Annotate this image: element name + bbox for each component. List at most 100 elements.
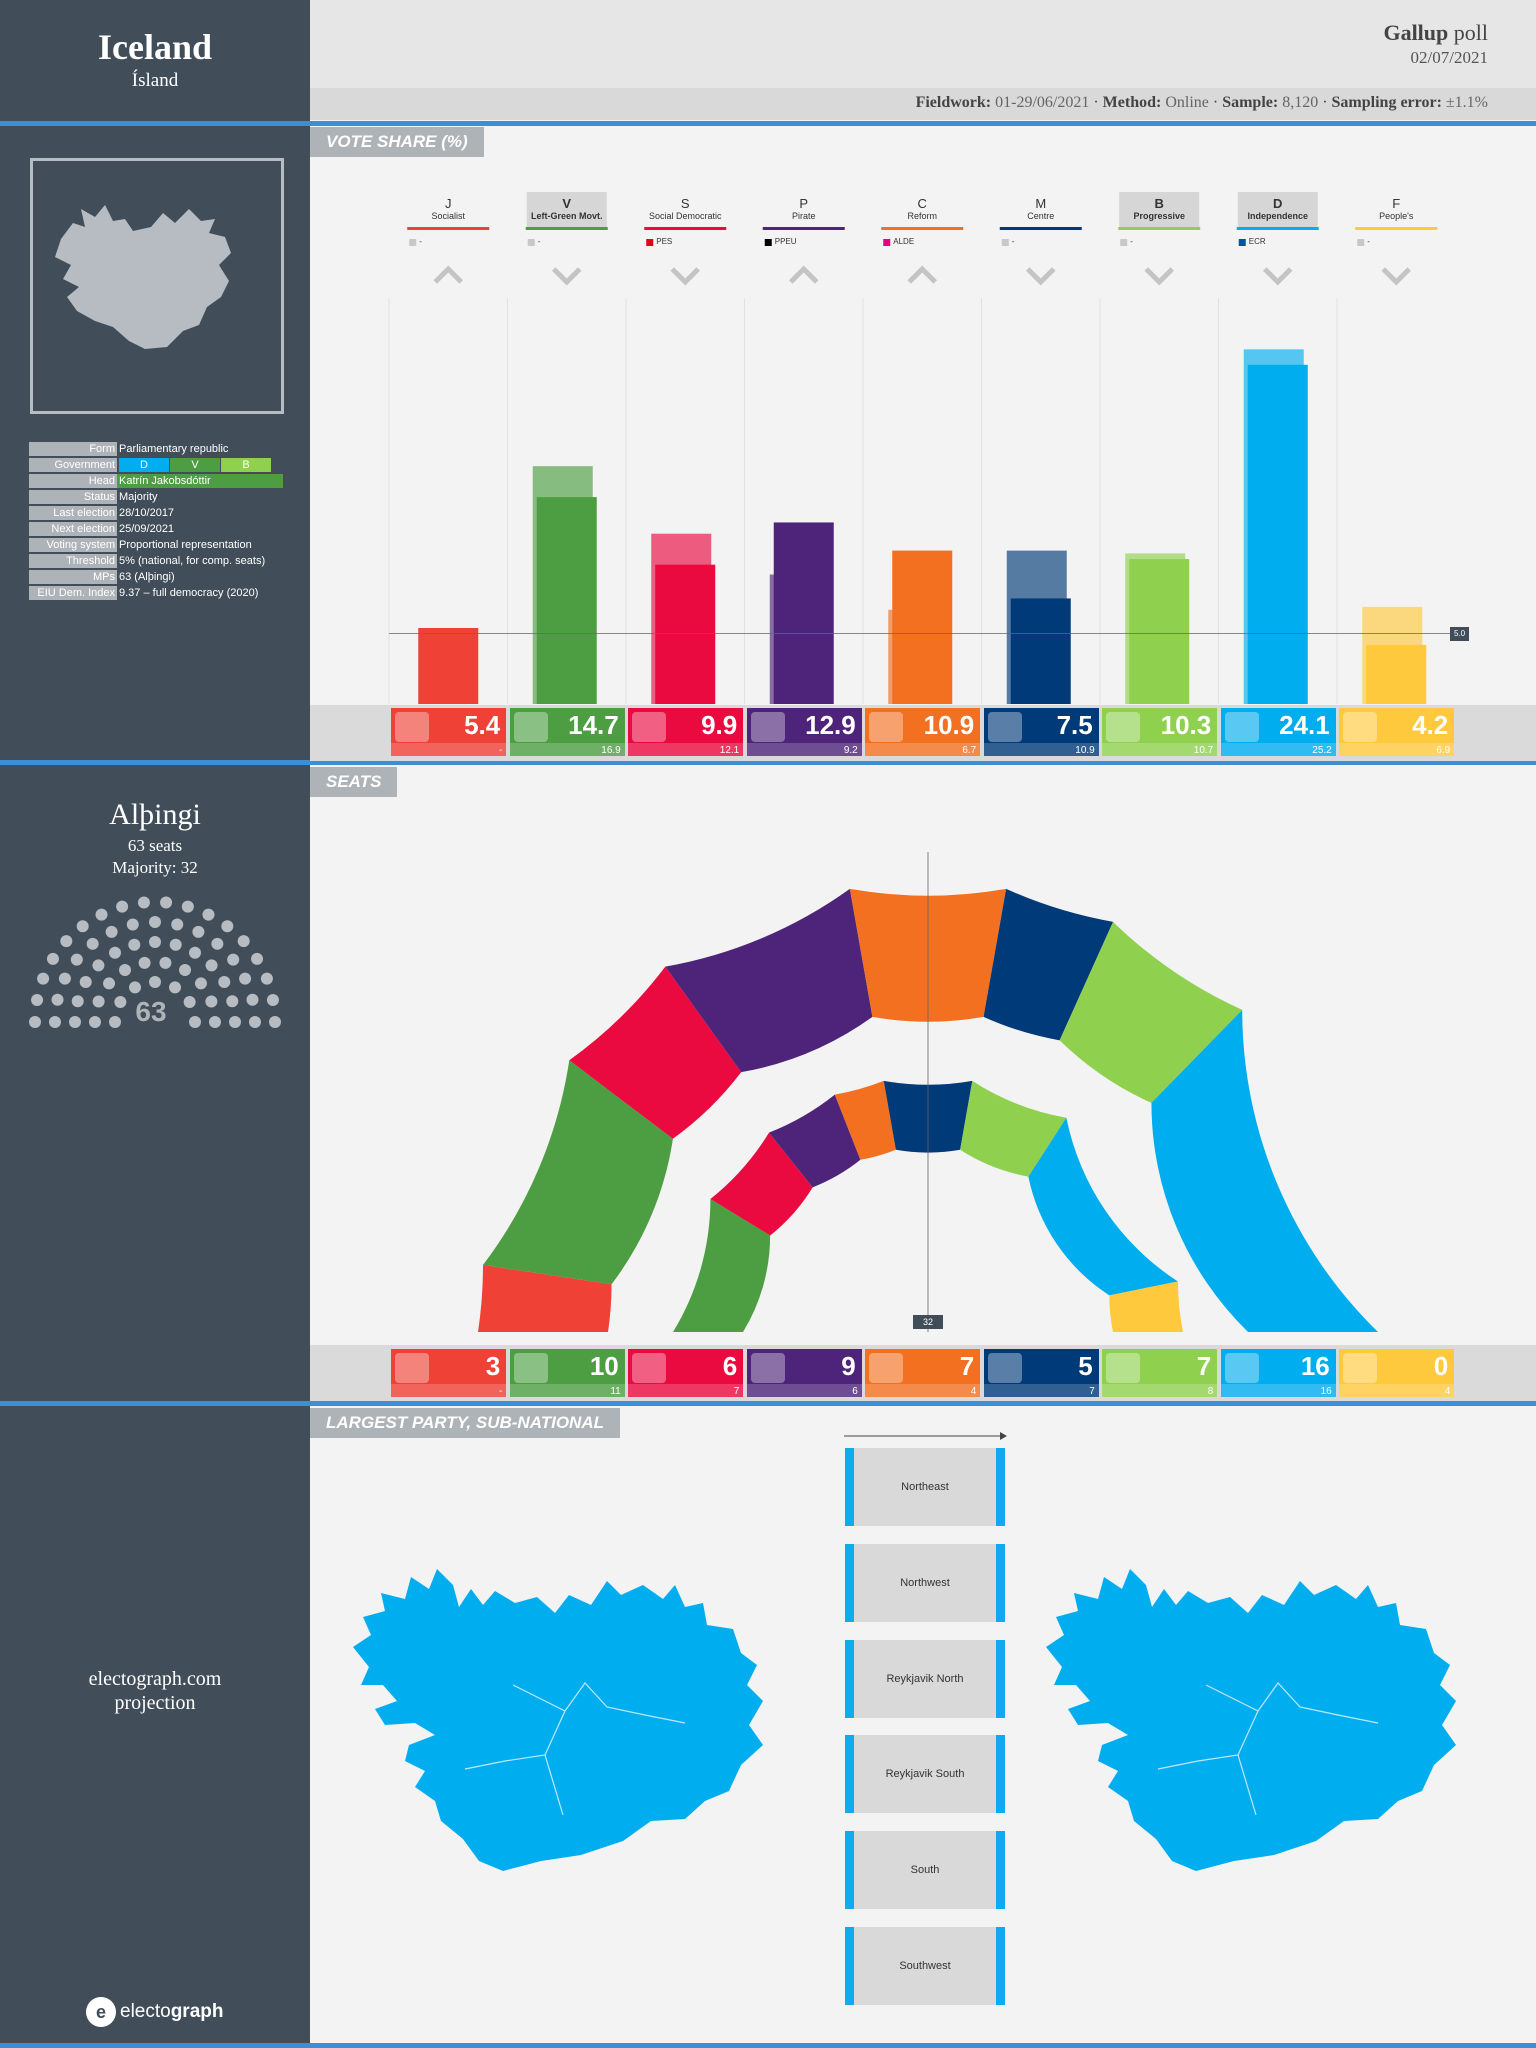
party-logo-icon [395, 1353, 430, 1383]
party-logo-icon [1106, 712, 1141, 742]
vote-value-box: 14.7 16.9 [509, 708, 625, 756]
group-swatch [1120, 239, 1128, 246]
error-value: ±1.1% [1445, 94, 1488, 111]
previous-seat-arc-segment [673, 1199, 771, 1332]
seat-dot [205, 959, 218, 972]
party-abbr: V [562, 196, 572, 211]
region-item: Northeast [845, 1448, 1005, 1526]
seat-dot [226, 995, 239, 1008]
gov-pill-v: V [170, 458, 220, 472]
seat-arc-segment [983, 888, 1114, 1041]
previous-strip [509, 1384, 625, 1397]
party-abbr: M [1035, 196, 1047, 211]
previous-value: - [498, 745, 503, 756]
seat-value-box: 3- [391, 1349, 507, 1397]
vote-value-box: 5.4 - [391, 708, 507, 756]
seat-dot [181, 900, 194, 913]
government-highlight [1237, 192, 1318, 228]
trend-down-icon [551, 267, 582, 286]
seat-dot [60, 935, 73, 948]
info-value: 9.37 – full democracy (2020) [119, 587, 259, 599]
seat-arc-segment [483, 1060, 673, 1285]
vote-value-box: 10.3 10.7 [1102, 708, 1218, 756]
party-underline [999, 227, 1082, 230]
group-swatch [646, 239, 654, 246]
region-item: Reykjavik North [845, 1639, 1005, 1718]
previous-strip [746, 743, 862, 756]
seat-dot [92, 995, 105, 1008]
previous-seats: 7 [733, 1386, 740, 1397]
vote-value-box: 9.9 12.1 [628, 708, 744, 756]
vote-bar [655, 564, 716, 704]
seat-dot [183, 996, 196, 1008]
previous-strip [1220, 1384, 1336, 1397]
party-header: S Social Democratic [644, 196, 726, 221]
vote-bar [773, 522, 834, 704]
previous-strip [983, 743, 1099, 756]
previous-strip [1220, 743, 1336, 756]
party-logo-icon [632, 1353, 667, 1383]
trend-down-icon [1144, 267, 1175, 286]
seat-value: 9 [841, 1351, 856, 1381]
seat-dot [109, 1016, 121, 1028]
party-logo-icon [632, 712, 667, 742]
previous-seat-arc-segment [769, 1094, 861, 1188]
seat-dot [128, 938, 141, 951]
vote-bar [1010, 598, 1071, 704]
previous-value: 9.2 [843, 745, 858, 756]
seat-dot [269, 1016, 281, 1028]
party-logo-icon [1343, 1353, 1378, 1383]
party-name: Progressive [1133, 211, 1186, 221]
iceland-locator-map [55, 205, 231, 349]
party-logo-icon [869, 1353, 904, 1383]
party-abbr: F [1392, 196, 1401, 211]
group-swatch [527, 239, 535, 246]
poll-word: poll [1453, 20, 1488, 45]
brand-plain: electo [120, 2001, 171, 2022]
group-swatch [883, 239, 891, 246]
party-abbr: C [917, 196, 927, 211]
seat-dot [71, 995, 84, 1008]
previous-seats: - [498, 1386, 503, 1397]
party-header: C Reform [881, 196, 963, 221]
seat-dot [227, 953, 240, 966]
seat-dot [221, 920, 234, 933]
seat-dot [89, 1016, 101, 1028]
previous-seat-arc-segment [960, 1080, 1067, 1177]
vote-bar [418, 628, 479, 704]
vote-value: 4.2 [1412, 710, 1449, 740]
vote-value: 14.7 [568, 710, 619, 740]
seat-dot [169, 938, 182, 951]
party-header: V Left-Green Movt. [526, 196, 608, 221]
iceland-map-left [353, 1569, 763, 1871]
previous-strip [509, 743, 625, 756]
seat-dot [86, 937, 99, 950]
info-value: Katrín Jakobsdóttir [117, 474, 283, 488]
header-bar [310, 0, 1536, 88]
vote-value: 24.1 [1279, 710, 1330, 740]
vote-bar [1247, 364, 1308, 704]
info-row-form: Form Parliamentary republic [29, 442, 283, 456]
previous-seat-arc-segment [1028, 1117, 1178, 1296]
seat-dot [149, 916, 161, 928]
previous-strip [983, 1384, 1099, 1397]
party-name: Social Democratic [648, 211, 722, 221]
previous-value: 10.7 [1193, 745, 1214, 756]
vote-share-chart [388, 192, 1450, 704]
seat-arc-segment [1059, 921, 1243, 1103]
arrow-icon [844, 1432, 1007, 1440]
previous-value: 12.1 [719, 745, 740, 756]
previous-strip [628, 743, 744, 756]
party-abbr: J [445, 196, 452, 211]
poll-date: 02/07/2021 [1410, 48, 1488, 67]
previous-strip [628, 1384, 744, 1397]
seat-dot [149, 936, 161, 948]
party-header: P Pirate [763, 196, 845, 221]
vote-bar [1129, 559, 1190, 704]
previous-seat-arc-segment [1109, 1281, 1183, 1332]
